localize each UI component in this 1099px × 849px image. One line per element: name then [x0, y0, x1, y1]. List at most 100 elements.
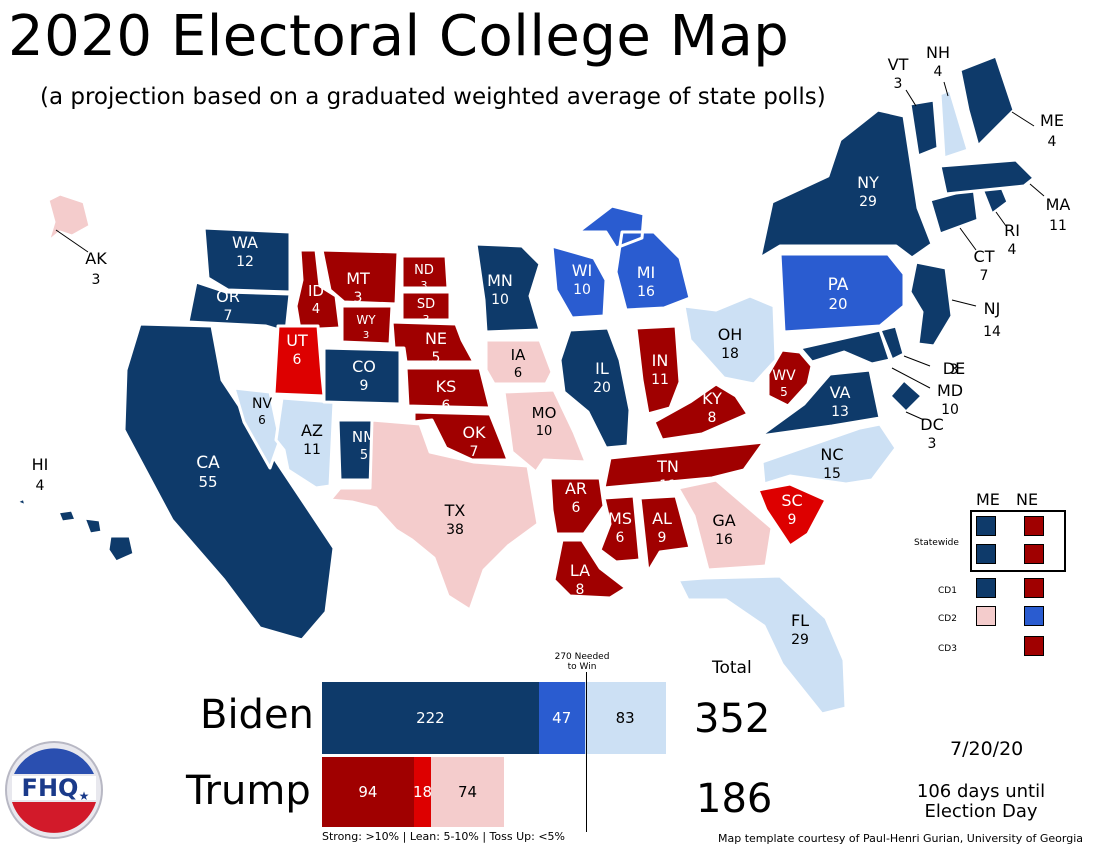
state-ev-al: 9: [658, 530, 667, 546]
state-ev-pa: 20: [828, 295, 847, 313]
state-label-ut: UT: [286, 331, 308, 350]
split-key-box-ne-1: [1024, 544, 1044, 564]
state-ev-ks: 6: [442, 398, 451, 414]
split-key-row-cd3: CD3: [938, 644, 957, 654]
state-ev-nd: 3: [421, 279, 428, 292]
state-mo[interactable]: [502, 388, 588, 474]
state-az[interactable]: [274, 396, 336, 490]
state-la[interactable]: [552, 538, 628, 600]
state-ev-nc: 15: [823, 466, 841, 482]
state-wa[interactable]: [202, 226, 292, 294]
state-label-ri: RI: [1004, 221, 1020, 240]
map-credit: Map template courtesy of Paul-Henri Guri…: [717, 832, 1083, 845]
state-mn[interactable]: [474, 242, 542, 334]
split-key-col-me: ME: [976, 490, 1000, 509]
split-key-box-ne-3: [1024, 606, 1044, 626]
split-key: ME NE Statewide CD1 CD2 CD3: [906, 490, 1096, 670]
state-tx[interactable]: [328, 418, 540, 612]
state-label-ny: NY: [857, 173, 879, 192]
trump-label: Trump: [186, 768, 311, 814]
state-va[interactable]: [758, 368, 882, 438]
state-wv[interactable]: [766, 348, 814, 408]
state-ky[interactable]: [652, 382, 750, 442]
state-ma[interactable]: [938, 158, 1036, 196]
state-nh[interactable]: [938, 88, 970, 160]
state-mi[interactable]: [576, 204, 692, 312]
state-me[interactable]: [958, 54, 1016, 148]
state-nd[interactable]: [400, 254, 450, 290]
state-ev-ok: 7: [470, 444, 479, 460]
state-ev-ga: 16: [715, 532, 733, 548]
state-in[interactable]: [634, 324, 682, 416]
state-ca[interactable]: [122, 322, 336, 642]
split-key-box-ne-2: [1024, 578, 1044, 598]
state-ia[interactable]: [484, 338, 554, 386]
state-ev-de: 3: [950, 362, 959, 378]
split-key-box-me-0: [976, 516, 996, 536]
state-ks[interactable]: [404, 366, 492, 410]
state-nc[interactable]: [760, 422, 898, 486]
state-ct[interactable]: [928, 186, 980, 236]
state-nj[interactable]: [908, 260, 954, 348]
state-ny[interactable]: [758, 108, 934, 260]
split-key-col-ne: NE: [1016, 490, 1039, 509]
trump-bar: 94 18 74: [322, 757, 862, 827]
state-dc[interactable]: [888, 378, 924, 414]
total-header: Total: [712, 658, 752, 678]
state-ev-in: 11: [651, 372, 669, 388]
state-co[interactable]: [322, 346, 402, 406]
state-vt[interactable]: [908, 98, 940, 158]
state-fl[interactable]: [676, 574, 848, 716]
state-ok[interactable]: [412, 410, 510, 462]
state-pa[interactable]: [778, 252, 906, 334]
state-wy[interactable]: [340, 304, 394, 346]
state-ak[interactable]: [46, 192, 92, 244]
state-ev-la: 8: [576, 582, 585, 598]
state-sd[interactable]: [400, 290, 452, 322]
state-ev-ny: 29: [859, 194, 877, 210]
state-ar[interactable]: [548, 476, 606, 536]
state-al[interactable]: [638, 494, 692, 574]
state-md[interactable]: [798, 328, 892, 366]
biden-strong-segment: 222: [322, 682, 539, 754]
state-il[interactable]: [558, 326, 632, 450]
state-sc[interactable]: [756, 482, 828, 548]
state-ev-fl: 29: [791, 632, 809, 648]
state-label-md: MD: [937, 381, 963, 400]
state-label-mn: MN: [487, 271, 513, 290]
rating-legend: Strong: >10% | Lean: 5-10% | Toss Up: <5…: [322, 830, 566, 843]
split-key-row-statewide: Statewide: [914, 538, 959, 548]
state-label-nh: NH: [926, 43, 950, 62]
split-key-row-cd2: CD2: [938, 614, 957, 624]
state-ev-nv: 6: [258, 413, 266, 427]
leader-line-de: [903, 355, 931, 367]
state-ga[interactable]: [676, 478, 774, 572]
state-id[interactable]: [294, 248, 342, 332]
state-tn[interactable]: [602, 440, 766, 490]
state-ev-vt: 3: [894, 76, 903, 92]
split-key-box-ne-4: [1024, 636, 1044, 656]
state-nv[interactable]: [232, 386, 282, 470]
state-label-ak: AK: [85, 249, 107, 268]
state-wi[interactable]: [550, 244, 608, 320]
state-label-or: OR: [216, 287, 240, 306]
state-label-nj: NJ: [984, 299, 1001, 318]
state-label-pa: PA: [828, 275, 849, 295]
state-mt[interactable]: [320, 248, 400, 306]
biden-total: 352: [694, 696, 771, 742]
state-ev-az: 11: [303, 442, 321, 458]
state-label-wi: WI: [572, 261, 593, 280]
state-ev-hi: 4: [36, 478, 45, 494]
state-label-al: AL: [652, 509, 672, 528]
state-label-ok: OK: [462, 423, 486, 442]
state-label-az: AZ: [301, 421, 323, 440]
needed-line: [585, 672, 587, 832]
state-label-ky: KY: [702, 389, 722, 408]
state-ms[interactable]: [598, 494, 642, 564]
state-ev-mt: 3: [354, 290, 363, 306]
state-ne[interactable]: [390, 320, 476, 364]
trump-lean-segment: 18: [413, 757, 432, 827]
state-hi[interactable]: [14, 496, 136, 564]
needed-label: 270 Needed to Win: [554, 652, 610, 672]
